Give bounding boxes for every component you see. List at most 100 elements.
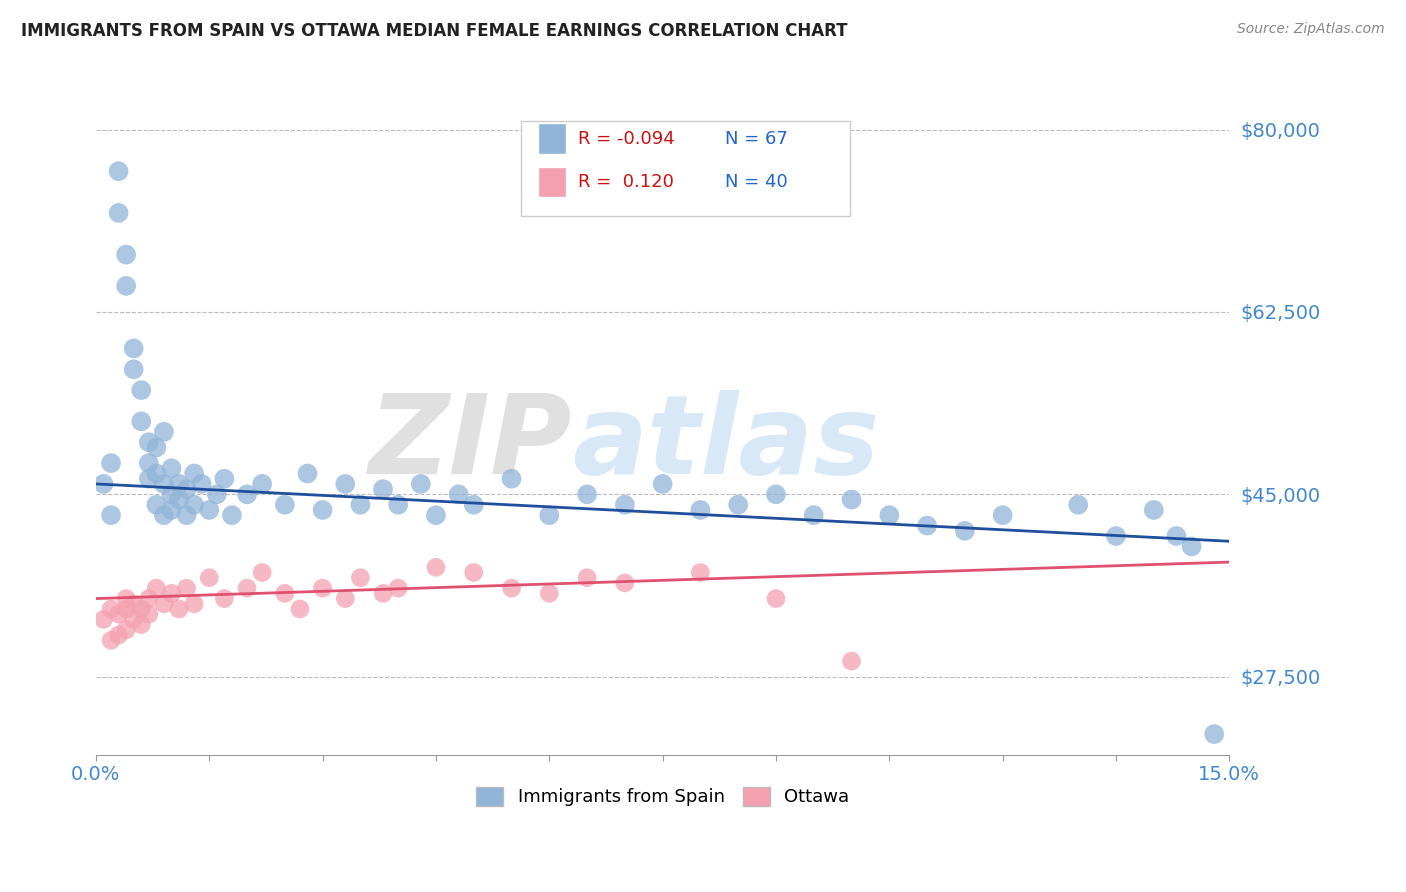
Point [765, 591, 787, 606]
Point [100, 456, 122, 470]
Point [991, 508, 1014, 523]
Point [115, 623, 138, 637]
Point [153, 425, 176, 439]
Point [335, 477, 357, 491]
Point [153, 477, 176, 491]
Point [145, 498, 167, 512]
Point [1180, 540, 1202, 554]
Point [107, 164, 129, 178]
Point [129, 617, 152, 632]
Point [145, 467, 167, 481]
Point [501, 472, 523, 486]
Point [183, 467, 205, 481]
Point [176, 482, 198, 496]
Point [250, 566, 273, 580]
Point [145, 581, 167, 595]
Point [115, 602, 138, 616]
Text: N = 67: N = 67 [725, 129, 787, 148]
Point [138, 456, 160, 470]
Point [1143, 503, 1166, 517]
Point [250, 477, 273, 491]
Text: N = 40: N = 40 [725, 173, 787, 191]
Point [115, 591, 138, 606]
Point [371, 482, 394, 496]
Point [160, 503, 183, 517]
Point [727, 498, 749, 512]
Point [129, 602, 152, 616]
Point [145, 441, 167, 455]
Point [463, 498, 485, 512]
Point [138, 472, 160, 486]
Point [138, 591, 160, 606]
Point [122, 342, 145, 356]
Point [205, 487, 228, 501]
Point [538, 586, 561, 600]
Point [160, 487, 183, 501]
Point [214, 591, 236, 606]
Point [311, 503, 333, 517]
Point [153, 508, 176, 523]
Point [425, 560, 447, 574]
Point [311, 581, 333, 595]
Text: ZIP: ZIP [368, 390, 572, 497]
Point [1067, 498, 1090, 512]
Point [689, 566, 711, 580]
FancyBboxPatch shape [538, 167, 567, 197]
Point [153, 597, 176, 611]
Point [613, 576, 636, 591]
Point [387, 581, 409, 595]
Point [841, 654, 863, 668]
Point [765, 487, 787, 501]
Text: IMMIGRANTS FROM SPAIN VS OTTAWA MEDIAN FEMALE EARNINGS CORRELATION CHART: IMMIGRANTS FROM SPAIN VS OTTAWA MEDIAN F… [21, 22, 848, 40]
Point [129, 414, 152, 428]
Point [167, 477, 190, 491]
Point [167, 492, 190, 507]
Point [107, 206, 129, 220]
Text: atlas: atlas [572, 390, 879, 497]
Point [613, 498, 636, 512]
Point [576, 571, 599, 585]
Point [953, 524, 976, 538]
Point [100, 508, 122, 523]
Point [122, 597, 145, 611]
Point [463, 566, 485, 580]
Point [879, 508, 901, 523]
Point [115, 279, 138, 293]
Point [183, 498, 205, 512]
Point [198, 503, 221, 517]
Point [349, 571, 371, 585]
Point [198, 571, 221, 585]
Point [100, 602, 122, 616]
Point [803, 508, 825, 523]
Point [335, 591, 357, 606]
Point [1105, 529, 1128, 543]
Legend: Immigrants from Spain, Ottawa: Immigrants from Spain, Ottawa [468, 780, 856, 814]
Point [190, 477, 212, 491]
Point [115, 247, 138, 261]
FancyBboxPatch shape [522, 121, 849, 217]
Point [371, 586, 394, 600]
Point [107, 607, 129, 622]
Point [297, 467, 319, 481]
Point [100, 633, 122, 648]
Point [107, 628, 129, 642]
Point [167, 602, 190, 616]
Point [576, 487, 599, 501]
Point [138, 607, 160, 622]
Point [447, 487, 470, 501]
Point [122, 362, 145, 376]
FancyBboxPatch shape [538, 123, 567, 154]
Point [538, 508, 561, 523]
Point [915, 518, 938, 533]
Point [274, 586, 297, 600]
Point [176, 508, 198, 523]
Point [349, 498, 371, 512]
Point [409, 477, 432, 491]
Point [236, 487, 259, 501]
Point [160, 586, 183, 600]
Point [689, 503, 711, 517]
Point [176, 581, 198, 595]
Point [425, 508, 447, 523]
Point [214, 472, 236, 486]
Point [1204, 727, 1226, 741]
